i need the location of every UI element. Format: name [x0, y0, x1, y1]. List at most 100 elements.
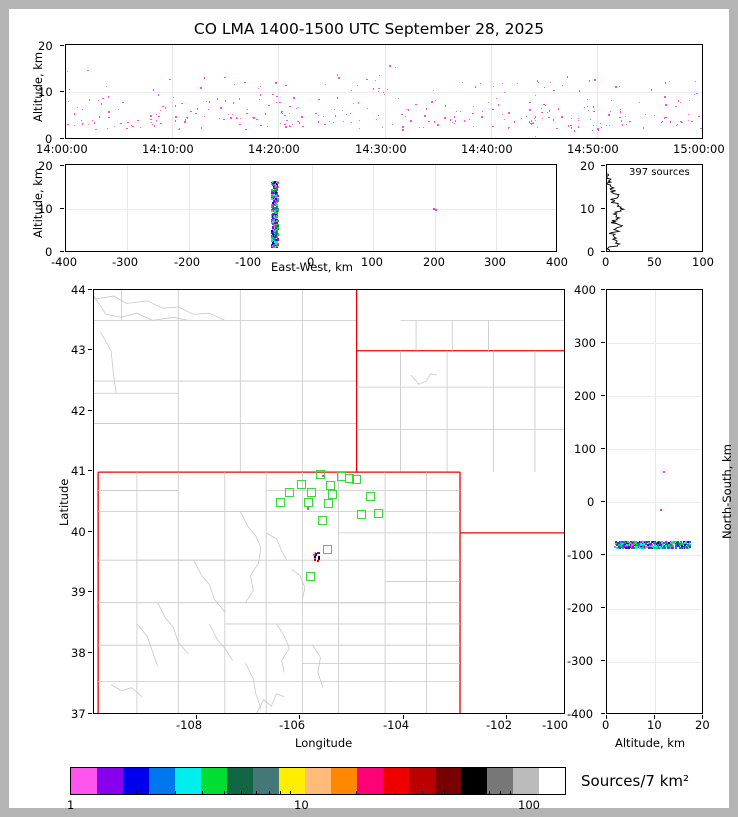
p2-xtick--400: -400	[51, 255, 78, 269]
colorbar-label: Sources/7 km²	[581, 772, 690, 790]
colorbar-minor-tick	[394, 791, 396, 795]
map-density-square	[317, 516, 327, 526]
colorbar-segment	[409, 768, 435, 794]
map-ytick-38: 38	[71, 646, 86, 660]
colorbar-segment	[305, 768, 331, 794]
p2-ytick-0: 0	[45, 245, 53, 259]
colorbar-minor-tick	[241, 791, 243, 795]
p5-ytick-100: 100	[574, 442, 596, 456]
p2-xlabel: East-West, km	[271, 260, 353, 274]
map-source-point	[313, 558, 316, 561]
p5-xtick-0: 0	[602, 718, 610, 732]
map-source-point	[314, 553, 317, 556]
map-density-square	[284, 488, 294, 498]
p2-xtick-400: 400	[546, 255, 568, 269]
p5-ytick-400: 400	[574, 283, 596, 297]
map-ytick-43: 43	[71, 343, 86, 357]
p3-xtick-0: 0	[602, 255, 610, 269]
p5-ytick-200: 200	[574, 389, 596, 403]
colorbar-minor-tick	[174, 791, 176, 795]
colorbar-minor-tick	[289, 791, 291, 795]
map-xtick--108: -108	[176, 718, 203, 732]
p2-xtick-200: 200	[423, 255, 445, 269]
p2-xtick--200: -200	[174, 255, 201, 269]
p1-xtick-6: 15:00:00	[673, 142, 725, 156]
p1-xtick-4: 14:40:00	[461, 142, 513, 156]
colorbar-segment	[357, 768, 383, 794]
map-xtick--106: -106	[279, 718, 306, 732]
panel-altitude-histogram[interactable]	[606, 164, 703, 252]
p5-ytick--300: -300	[567, 654, 594, 668]
p3-xtick-100: 100	[692, 255, 714, 269]
p5-ytick--100: -100	[567, 548, 594, 562]
figure-canvas: CO LMA 1400-1500 UTC September 28, 2025 …	[9, 9, 734, 812]
p5-xtick-10: 10	[647, 718, 662, 732]
histogram-trace	[607, 173, 626, 251]
colorbar-segment	[175, 768, 201, 794]
map-xtick--104: -104	[383, 718, 410, 732]
colorbar-minor-tick	[422, 791, 424, 795]
colorbar-minor-tick	[461, 791, 463, 795]
p2-ytick-20: 20	[38, 159, 53, 173]
panel-map[interactable]	[93, 289, 565, 714]
p1-xtick-0: 14:00:00	[36, 142, 88, 156]
map-density-square	[336, 471, 346, 481]
map-ytick-44: 44	[71, 283, 86, 297]
map-geography	[94, 290, 564, 713]
figure-title: CO LMA 1400-1500 UTC September 28, 2025	[193, 20, 545, 38]
colorbar-minor-tick	[509, 791, 511, 795]
source-count-annotation: 397 sources	[629, 167, 690, 178]
p1-ytick-0: 0	[45, 132, 53, 146]
colorbar-minor-tick	[136, 791, 138, 795]
p2-xtick-300: 300	[484, 255, 506, 269]
colorbar-segment	[97, 768, 123, 794]
map-density-square	[352, 474, 362, 484]
p5-ytick-300: 300	[574, 336, 596, 350]
panel-east-west-altitude[interactable]	[65, 164, 557, 252]
colorbar-segment	[71, 768, 97, 794]
map-ylabel: Latitude	[57, 478, 71, 526]
colorbar-minor-tick	[356, 791, 358, 795]
map-density-square	[327, 489, 337, 499]
map-xlabel: Longitude	[295, 736, 353, 750]
map-density-square	[357, 510, 367, 520]
map-density-square	[345, 473, 355, 483]
map-source-point	[313, 556, 316, 559]
colorbar-minor-tick	[443, 791, 445, 795]
colorbar-segment	[227, 768, 253, 794]
map-density-square	[322, 545, 332, 555]
panel-altitude-north-south[interactable]	[606, 289, 703, 714]
colorbar[interactable]	[70, 767, 566, 795]
colorbar-tick-10: 10	[294, 798, 309, 812]
p1-ytick-10: 10	[38, 85, 53, 99]
map-source-point	[316, 559, 319, 562]
p2-xtick--100: -100	[235, 255, 262, 269]
map-density-square	[296, 479, 306, 489]
map-source-point	[322, 475, 325, 478]
map-density-square	[374, 508, 384, 518]
map-density-square	[307, 488, 317, 498]
map-density-square	[366, 491, 376, 501]
map-ytick-37: 37	[71, 707, 86, 721]
map-density-square	[276, 498, 286, 507]
p2-xtick-100: 100	[361, 255, 383, 269]
colorbar-segment	[513, 768, 539, 794]
colorbar-segment	[201, 768, 227, 794]
map-density-square	[315, 469, 325, 479]
map-ytick-39: 39	[71, 585, 86, 599]
p1-ylabel: Altitude, km	[31, 51, 45, 122]
colorbar-segment	[253, 768, 279, 794]
panel-time-altitude[interactable]	[65, 44, 703, 139]
colorbar-tick-100: 100	[518, 798, 540, 812]
colorbar-segment	[279, 768, 305, 794]
colorbar-minor-tick	[488, 791, 490, 795]
p2-ylabel: Altitude, km	[31, 167, 45, 238]
colorbar-segment	[435, 768, 461, 794]
colorbar-minor-tick	[223, 791, 225, 795]
colorbar-minor-tick	[268, 791, 270, 795]
p3-ytick-20: 20	[580, 159, 595, 173]
map-density-square	[305, 572, 315, 582]
map-source-point	[313, 553, 316, 556]
colorbar-minor-tick	[279, 791, 281, 795]
map-xtick--102: -102	[486, 718, 513, 732]
